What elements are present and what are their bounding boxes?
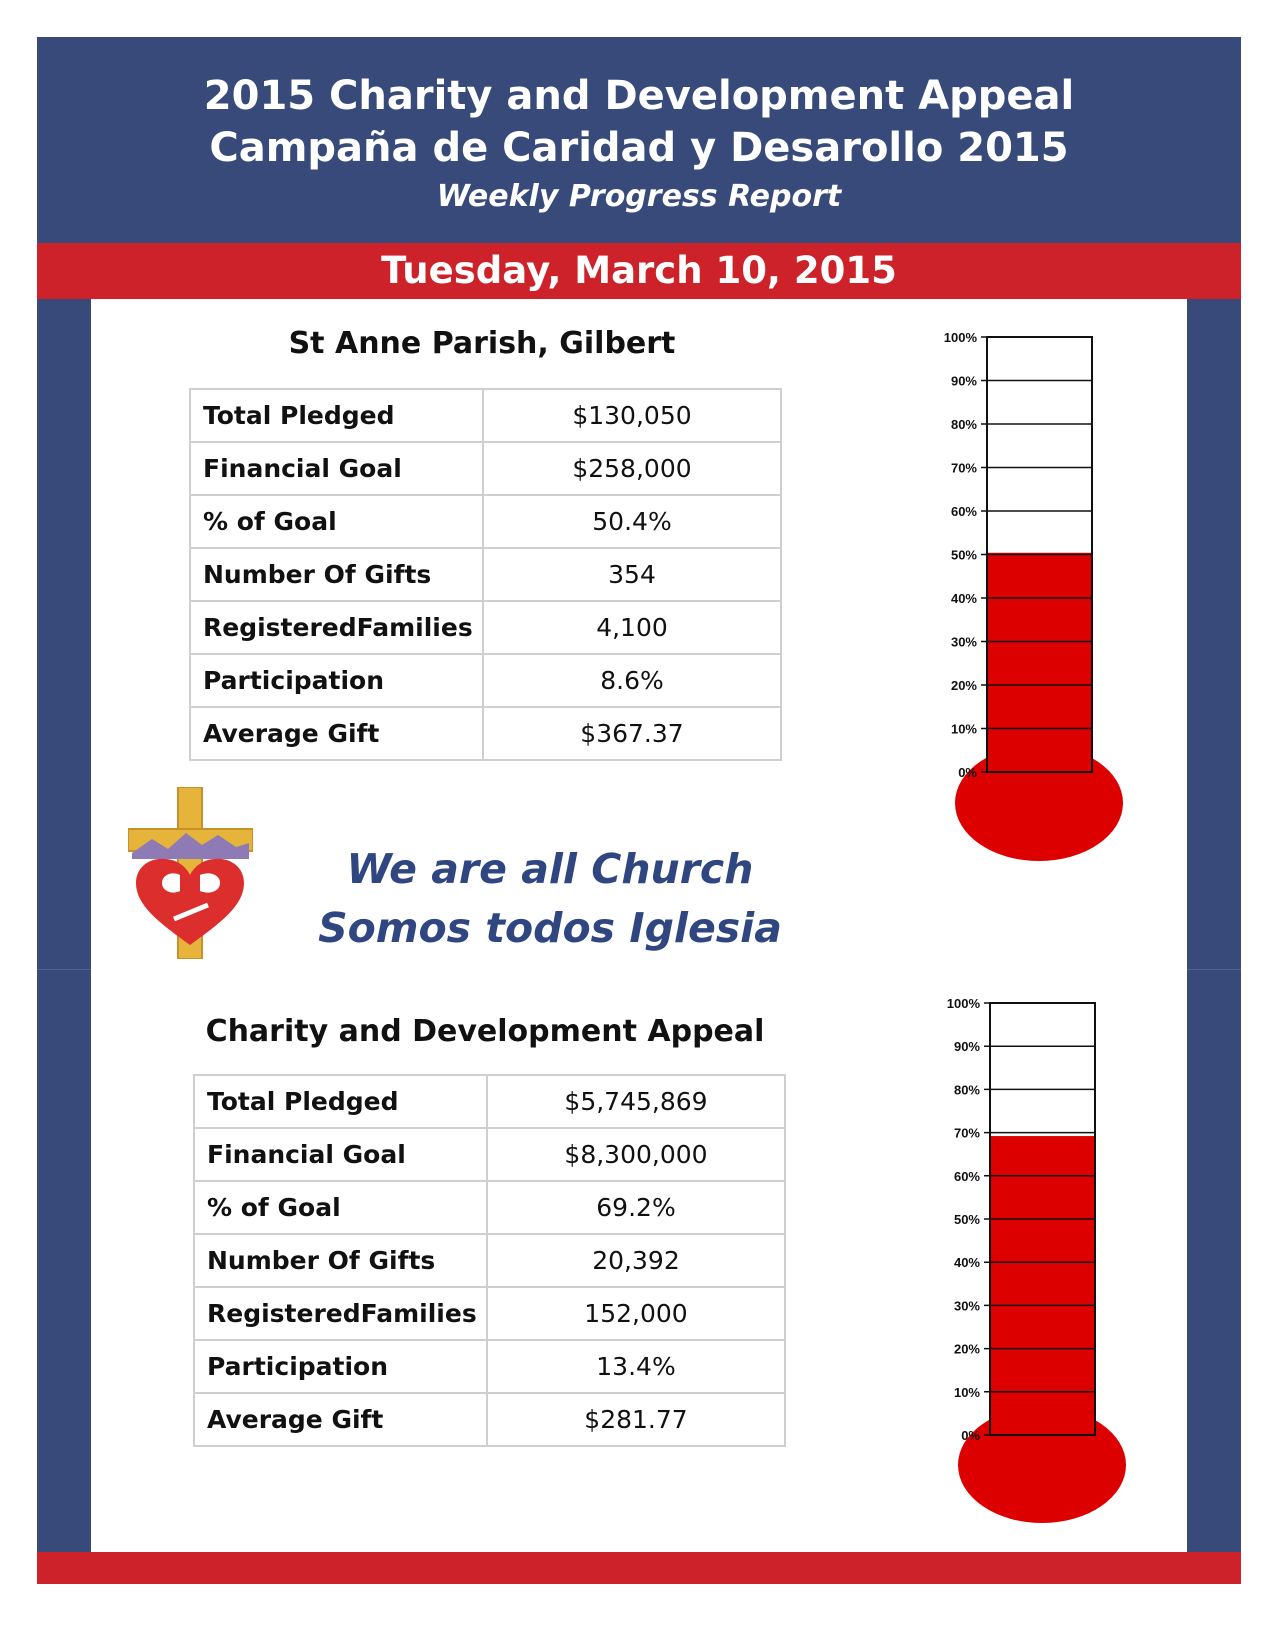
report-date: Tuesday, March 10, 2015 [37, 243, 1241, 299]
thermometer-outline [989, 1002, 1096, 1436]
stat-label: Total Pledged [193, 1074, 488, 1129]
table-row: % of Goal 50.4% [189, 494, 782, 549]
stat-label: Participation [189, 653, 484, 708]
stat-value: $130,050 [482, 388, 782, 443]
table-row: RegisteredFamilies 152,000 [193, 1286, 786, 1341]
stat-value: $8,300,000 [486, 1127, 786, 1182]
tick-label: 20% [954, 1342, 980, 1357]
tick-label: 40% [954, 1255, 980, 1270]
table-row: Financial Goal $8,300,000 [193, 1127, 786, 1182]
stat-label: Average Gift [193, 1392, 488, 1447]
parish-thermometer: 0% 10% 20% 30% 40% 50% 60% 70% 80% 90% 100% [935, 325, 1165, 885]
tick-label: 10% [951, 722, 977, 737]
stat-value: 4,100 [482, 600, 782, 655]
stat-label: % of Goal [193, 1180, 488, 1235]
stat-label: Participation [193, 1339, 488, 1394]
table-row: Participation 8.6% [189, 653, 782, 708]
motto-spanish: Somos todos Iglesia [318, 904, 782, 952]
thermometer-outline [986, 336, 1093, 773]
diocese-logo [127, 786, 254, 960]
tick-label: 50% [954, 1212, 980, 1227]
stat-value: 69.2% [486, 1180, 786, 1235]
stat-value: $281.77 [486, 1392, 786, 1447]
tick-label: 70% [951, 461, 977, 476]
thermometer-fill-bar [991, 1136, 1094, 1435]
table-row: Number Of Gifts 20,392 [193, 1233, 786, 1288]
stat-label: Average Gift [189, 706, 484, 761]
table-row: RegisteredFamilies 4,100 [189, 600, 782, 655]
table-row: Total Pledged $130,050 [189, 388, 782, 443]
table-row: Financial Goal $258,000 [189, 441, 782, 496]
thermometer-bulb [955, 745, 1123, 861]
table-row: Participation 13.4% [193, 1339, 786, 1394]
table-row: Number Of Gifts 354 [189, 547, 782, 602]
stat-value: 20,392 [486, 1233, 786, 1288]
right-divider [1187, 969, 1241, 970]
stat-label: Financial Goal [193, 1127, 488, 1182]
tick-label: 50% [951, 548, 977, 563]
stat-label: Financial Goal [189, 441, 484, 496]
stat-value: $258,000 [482, 441, 782, 496]
tick-label: 60% [954, 1169, 980, 1184]
tick-label: 100% [947, 996, 981, 1011]
tick-label: 0% [958, 765, 977, 780]
tick-label: 60% [951, 504, 977, 519]
tick-label: 20% [951, 678, 977, 693]
stat-label: Total Pledged [189, 388, 484, 443]
stat-value: 152,000 [486, 1286, 786, 1341]
tick-label: 10% [954, 1385, 980, 1400]
left-divider [37, 969, 91, 970]
stat-value: 354 [482, 547, 782, 602]
tick-label: 100% [944, 330, 978, 345]
stat-label: Number Of Gifts [193, 1233, 488, 1288]
report-header: 2015 Charity and Development Appeal Camp… [37, 37, 1241, 243]
stat-value: 50.4% [482, 494, 782, 549]
tick-label: 30% [954, 1298, 980, 1313]
appeal-title: Charity and Development Appeal [205, 1014, 765, 1049]
thermometer-chart: 0% 10% 20% 30% 40% 50% 60% 70% 80% 90% 100% [947, 996, 1126, 1523]
tick-label: 70% [954, 1126, 980, 1141]
tick-label: 30% [951, 635, 977, 650]
stat-value: $367.37 [482, 706, 782, 761]
table-row: Average Gift $281.77 [193, 1392, 786, 1447]
tick-label: 80% [954, 1082, 980, 1097]
tick-label: 90% [954, 1039, 980, 1054]
tick-label: 40% [951, 591, 977, 606]
stat-label: RegisteredFamilies [189, 600, 484, 655]
cross-heart-logo-icon [127, 786, 254, 960]
tick-label: 0% [961, 1428, 980, 1443]
table-row: Total Pledged $5,745,869 [193, 1074, 786, 1129]
stat-value: $5,745,869 [486, 1074, 786, 1129]
table-row: % of Goal 69.2% [193, 1180, 786, 1235]
thermometer-fill-bar [988, 552, 1091, 772]
title-english: 2015 Charity and Development Appeal [203, 73, 1075, 119]
tick-label: 90% [951, 374, 977, 389]
parish-title: St Anne Parish, Gilbert [288, 326, 676, 361]
stat-label: Number Of Gifts [189, 547, 484, 602]
stat-value: 13.4% [486, 1339, 786, 1394]
appeal-thermometer: 0% 10% 20% 30% 40% 50% 60% 70% 80% 90% 100% [938, 991, 1168, 1551]
report-subtitle: Weekly Progress Report [436, 179, 842, 214]
stat-label: % of Goal [189, 494, 484, 549]
stat-label: RegisteredFamilies [193, 1286, 488, 1341]
motto-english: We are all Church [346, 845, 754, 893]
appeal-stats-table: Total Pledged $5,745,869 Financial Goal $8… [193, 1074, 786, 1447]
tick-label: 80% [951, 417, 977, 432]
thermometer-chart: 0% 10% 20% 30% 40% 50% 60% 70% 80% 90% 100% [944, 330, 1123, 861]
parish-stats-table: Total Pledged $130,050 Financial Goal $258… [189, 388, 782, 761]
bottom-band [37, 1552, 1241, 1584]
table-row: Average Gift $367.37 [189, 706, 782, 761]
title-spanish: Campaña de Caridad y Desarollo 2015 [209, 125, 1069, 171]
stat-value: 8.6% [482, 653, 782, 708]
